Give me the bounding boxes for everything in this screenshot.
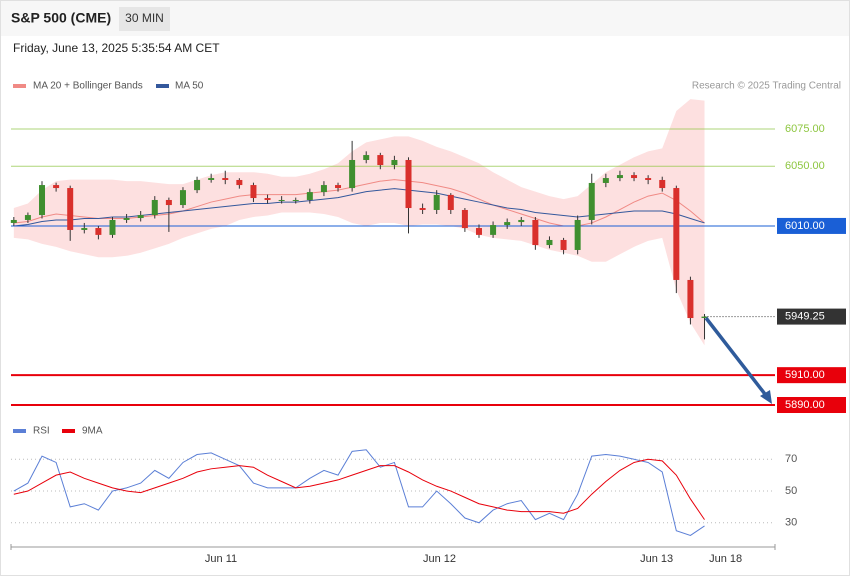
level-label: 5910.00	[785, 369, 825, 381]
legend-swatch	[156, 84, 169, 88]
level-label: 6050.00	[785, 160, 825, 172]
candle-body	[306, 192, 313, 200]
candle-body	[236, 179, 243, 186]
forecast-arrow	[704, 316, 770, 400]
level-box	[777, 397, 846, 414]
bollinger-band	[13, 99, 705, 346]
credit: Research © 2025 Trading Central	[692, 81, 841, 92]
candle-body	[109, 219, 116, 235]
candle-body	[405, 159, 412, 209]
candle-body	[419, 208, 426, 210]
candle-body	[10, 219, 17, 223]
level-label: 6010.00	[785, 220, 825, 232]
candle-body	[645, 178, 652, 180]
candle-body	[123, 218, 130, 220]
candle-body	[137, 215, 144, 219]
arrow-head	[760, 390, 772, 404]
candle-body	[433, 194, 440, 210]
candle-body	[461, 209, 468, 229]
candle-body	[278, 199, 285, 201]
candle-body	[39, 185, 46, 216]
x-tick-label: Jun 12	[423, 553, 456, 565]
candle-body	[335, 185, 342, 189]
level-label: 5890.00	[785, 399, 825, 411]
legend-label: MA 20 + Bollinger Bands	[33, 81, 143, 92]
legend-swatch	[13, 84, 26, 88]
candle-body	[377, 155, 384, 166]
candle-body	[95, 228, 102, 235]
rsi-line	[13, 458, 705, 520]
level-box	[777, 308, 846, 325]
candle-body	[53, 185, 60, 189]
legend-label: RSI	[33, 426, 50, 437]
candle-body	[588, 182, 595, 220]
interval[interactable]: 30 MIN	[125, 11, 164, 25]
candle-body	[208, 178, 215, 180]
candle-body	[546, 239, 553, 246]
candle-body	[151, 199, 158, 216]
candle-body	[687, 279, 694, 319]
candle-body	[673, 188, 680, 280]
y-tick-label: 30	[785, 517, 797, 529]
level-box	[777, 367, 846, 384]
candle-body	[659, 179, 666, 189]
candle-body	[194, 179, 201, 191]
candle-body	[616, 175, 623, 179]
level-label: 6075.00	[785, 123, 825, 135]
candle-body	[602, 178, 609, 183]
legend-label: MA 50	[175, 81, 204, 92]
candle-body	[24, 215, 31, 220]
candle-body	[447, 194, 454, 210]
candle-body	[179, 190, 186, 206]
interval-badge[interactable]	[119, 7, 170, 31]
candle-body	[574, 219, 581, 250]
level-label: 5949.25	[785, 310, 825, 322]
x-tick-label: Jun 11	[205, 553, 237, 565]
candle-body	[222, 178, 229, 180]
x-tick-label: Jun 13	[640, 553, 673, 565]
candle-body	[67, 188, 74, 230]
y-tick-label: 70	[785, 453, 797, 465]
title: S&P 500 (CME)	[11, 10, 111, 26]
candle-body	[165, 199, 172, 206]
candle-body	[518, 219, 525, 223]
candle-body	[701, 316, 708, 319]
candle-body	[532, 219, 539, 246]
y-tick-label: 50	[785, 485, 797, 497]
legend-label: 9MA	[82, 426, 103, 437]
candle-body	[490, 225, 497, 235]
candle-body	[504, 222, 511, 226]
candle-body	[264, 198, 271, 200]
candle-body	[363, 155, 370, 160]
rsi-line	[13, 449, 705, 537]
x-tick-label: Jun 18	[709, 553, 742, 565]
timestamp: Friday, June 13, 2025 5:35:54 AM CET	[13, 41, 220, 55]
candle-body	[631, 175, 638, 179]
candle-body	[475, 228, 482, 235]
candle-body	[391, 159, 398, 166]
legend-swatch	[13, 429, 26, 433]
candle-body	[560, 239, 567, 250]
legend-swatch	[62, 429, 75, 433]
candle-body	[292, 199, 299, 201]
level-box	[777, 217, 846, 234]
candle-body	[320, 185, 327, 193]
candle-body	[349, 159, 356, 189]
candle-body	[250, 185, 257, 199]
candle-body	[81, 228, 88, 230]
